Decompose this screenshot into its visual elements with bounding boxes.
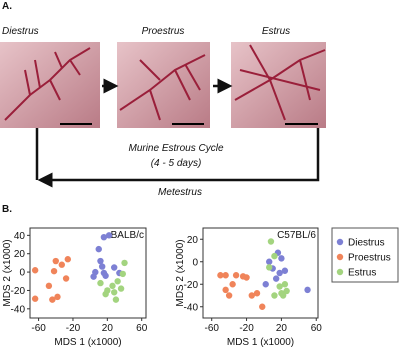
point: [112, 296, 120, 303]
point: [97, 257, 104, 265]
legend-label: Proestrus: [348, 253, 391, 264]
point: [54, 293, 61, 301]
point: [281, 267, 289, 274]
point: [31, 295, 39, 302]
x-tick-label: 60: [311, 323, 323, 334]
cycle-duration: (4 - 5 days): [151, 158, 202, 169]
point: [281, 281, 289, 288]
point: [111, 289, 118, 296]
point: [92, 268, 99, 276]
point: [271, 252, 278, 260]
cycle-arrows: [35, 78, 320, 188]
x-axis-label: MDS 1 (x1000): [54, 337, 121, 348]
panel-label: B.: [2, 204, 12, 215]
chart-title: BALB/c: [111, 230, 144, 241]
point: [45, 282, 53, 290]
stage-label: Diestrus: [2, 26, 39, 37]
legend-marker: [336, 268, 344, 276]
point: [50, 267, 58, 275]
point: [97, 279, 104, 287]
point: [272, 275, 280, 282]
point: [222, 286, 229, 294]
point: [243, 274, 250, 281]
cycle-label: Murine Estrous Cycle: [128, 143, 223, 154]
point: [109, 282, 116, 290]
return-label: Metestrus: [158, 187, 202, 198]
legend-label: Diestrus: [348, 238, 385, 249]
y-tick-label: 20: [14, 249, 26, 260]
y-tick-label: 0: [192, 257, 198, 268]
point: [276, 269, 283, 277]
y-axis-label: MDS 2 (x1000): [2, 239, 13, 306]
y-tick-label: -40: [184, 302, 199, 313]
legend-marker: [336, 253, 344, 261]
point: [105, 232, 113, 239]
point: [266, 258, 273, 265]
point: [304, 286, 311, 294]
y-tick-label: -20: [184, 280, 199, 291]
x-axis-label: MDS 1 (x1000): [227, 337, 294, 348]
y-tick-label: -20: [11, 286, 26, 297]
point: [253, 290, 261, 297]
point: [217, 272, 224, 279]
point: [267, 238, 275, 245]
point: [100, 233, 108, 241]
point: [31, 267, 39, 274]
point: [271, 292, 278, 299]
point: [276, 283, 283, 290]
point: [98, 263, 106, 270]
legend-label: Estrus: [348, 268, 376, 279]
plot-frame: [202, 227, 319, 319]
point: [225, 292, 233, 299]
plot-frame: [29, 227, 147, 319]
point: [111, 264, 118, 271]
point: [119, 270, 127, 278]
legend-marker: [336, 238, 344, 246]
point: [121, 259, 128, 267]
point: [117, 285, 125, 292]
tissue-images: [0, 42, 326, 128]
y-tick-label: 0: [19, 268, 25, 279]
y-tick-label: 40: [14, 231, 26, 242]
x-tick-label: 20: [276, 323, 288, 334]
point: [266, 264, 273, 271]
point: [279, 292, 287, 299]
stage-label: Estrus: [262, 26, 290, 37]
point: [262, 281, 269, 288]
chart-title: C57BL/6: [277, 230, 316, 241]
point: [278, 255, 285, 262]
point: [52, 257, 59, 265]
x-tick-label: -60: [204, 323, 219, 334]
point: [64, 256, 72, 263]
point: [259, 303, 266, 310]
point: [49, 296, 56, 303]
point: [58, 261, 65, 268]
x-tick-label: -20: [239, 323, 254, 334]
point: [114, 278, 121, 285]
panel-label: A.: [2, 1, 12, 12]
point: [229, 281, 236, 288]
y-axis-label: MDS 2 (x1000): [175, 239, 186, 306]
point: [232, 272, 240, 279]
y-tick-label: 20: [187, 235, 199, 246]
point: [104, 287, 111, 294]
stage-label: Proestrus: [142, 26, 185, 37]
point: [95, 245, 102, 253]
y-tick-label: -40: [11, 304, 26, 315]
x-tick-label: 60: [136, 323, 148, 334]
x-tick-label: -20: [66, 323, 81, 334]
point: [102, 272, 109, 279]
x-tick-label: 20: [102, 323, 114, 334]
point: [248, 292, 255, 299]
point: [222, 272, 229, 279]
x-tick-label: -60: [31, 323, 46, 334]
point: [283, 287, 290, 295]
point: [62, 275, 70, 282]
